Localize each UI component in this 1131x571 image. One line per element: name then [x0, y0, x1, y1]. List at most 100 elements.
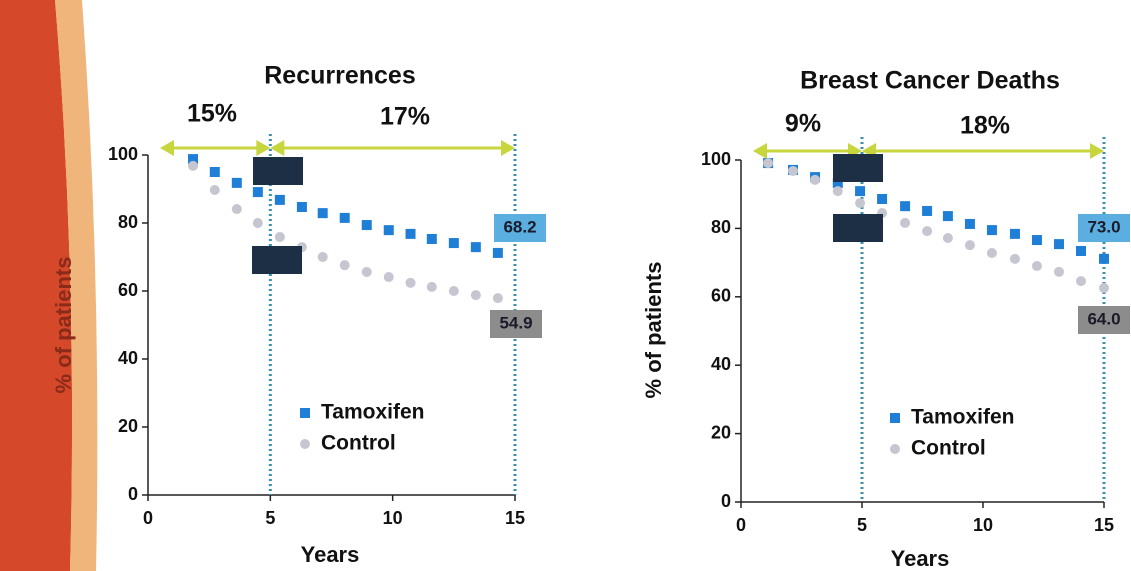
y-tick-label: 100	[701, 149, 731, 169]
y-tick-label: 60	[118, 280, 138, 300]
legend-label: Tamoxifen	[911, 406, 1014, 429]
legend-label: Tamoxifen	[321, 401, 424, 424]
annotation: 54.9	[499, 313, 532, 332]
data-point	[964, 218, 975, 229]
annotation-box	[490, 310, 542, 338]
data-point	[855, 186, 866, 197]
data-point	[492, 247, 503, 258]
y-tick-label: 20	[118, 416, 138, 436]
annotation: 17%	[380, 103, 430, 131]
data-point	[1053, 239, 1064, 250]
data-point	[832, 177, 843, 188]
data-point	[448, 286, 459, 296]
x-tick-label: 15	[1094, 515, 1114, 535]
data-point	[339, 260, 350, 271]
data-point	[942, 232, 953, 243]
data-point	[1009, 228, 1020, 239]
legend-marker	[300, 408, 310, 418]
data-point	[986, 225, 997, 236]
x-tick-label: 10	[973, 515, 993, 535]
legend-marker	[890, 444, 900, 454]
chart-title: Recurrences	[264, 62, 415, 90]
data-point	[900, 201, 911, 212]
data-point	[296, 202, 307, 213]
data-point	[317, 208, 328, 219]
data-point	[188, 154, 199, 165]
data-point	[810, 174, 821, 185]
data-point	[361, 266, 372, 277]
annotation: 64.0	[1087, 309, 1120, 328]
data-point	[383, 272, 394, 283]
data-point	[231, 204, 242, 215]
label-box	[833, 214, 883, 242]
data-point	[832, 186, 843, 197]
data-point	[986, 248, 997, 259]
data-point	[900, 217, 911, 228]
label-box	[252, 246, 302, 274]
data-point	[1076, 245, 1087, 256]
data-point	[339, 212, 350, 223]
data-point	[1053, 266, 1064, 277]
chart-title: Breast Cancer Deaths	[800, 67, 1060, 95]
y-axis-label: % of patients	[51, 257, 76, 394]
data-point	[405, 228, 416, 239]
data-point	[1076, 276, 1087, 287]
data-point	[252, 187, 263, 198]
annotation: 18%	[960, 112, 1010, 140]
data-point	[1099, 253, 1109, 264]
y-tick-label: 80	[118, 212, 138, 232]
decoration	[55, 0, 98, 571]
y-axis-label: % of patients	[641, 262, 666, 399]
x-tick-label: 0	[736, 515, 746, 535]
x-tick-label: 5	[265, 508, 275, 528]
data-point	[426, 281, 437, 292]
data-point	[209, 167, 220, 177]
data-point	[922, 205, 933, 216]
data-point	[361, 220, 372, 231]
x-axis-label: Years	[891, 546, 950, 571]
legend-label: Control	[321, 432, 396, 455]
label-box	[253, 157, 303, 185]
annotation: 15%	[187, 100, 237, 128]
x-tick-label: 15	[505, 508, 525, 528]
y-tick-label: 20	[711, 422, 731, 442]
y-tick-label: 100	[108, 144, 138, 164]
data-point	[274, 194, 285, 205]
data-point	[855, 198, 866, 209]
data-point	[788, 165, 799, 176]
y-tick-label: 0	[721, 491, 731, 511]
x-tick-label: 0	[143, 508, 153, 528]
data-point	[188, 160, 199, 171]
y-tick-label: 40	[711, 354, 731, 374]
data-point	[922, 226, 933, 237]
legend-label: Control	[911, 437, 986, 460]
annotation-box	[494, 214, 546, 242]
y-tick-label: 80	[711, 217, 731, 237]
data-point	[470, 242, 481, 253]
data-point	[209, 185, 220, 196]
annotation: 9%	[785, 110, 821, 138]
data-point	[1031, 235, 1042, 246]
data-point	[252, 218, 263, 228]
x-axis-label: Years	[301, 542, 360, 567]
label-box	[833, 154, 883, 182]
data-point	[274, 231, 285, 242]
x-tick-label: 5	[857, 515, 867, 535]
data-point	[492, 293, 503, 304]
data-point	[470, 290, 481, 301]
annotation: 68.2	[503, 217, 536, 236]
data-point	[448, 238, 459, 249]
y-tick-label: 40	[118, 348, 138, 368]
data-point	[405, 277, 416, 288]
data-point	[942, 211, 953, 222]
data-point	[383, 225, 394, 236]
data-point	[877, 193, 888, 204]
y-tick-label: 60	[711, 286, 731, 306]
data-point	[231, 177, 242, 188]
x-tick-label: 10	[383, 508, 403, 528]
y-tick-label: 0	[128, 484, 138, 504]
data-point	[763, 158, 774, 169]
legend-marker	[890, 413, 900, 423]
annotation: 73.0	[1087, 217, 1120, 236]
